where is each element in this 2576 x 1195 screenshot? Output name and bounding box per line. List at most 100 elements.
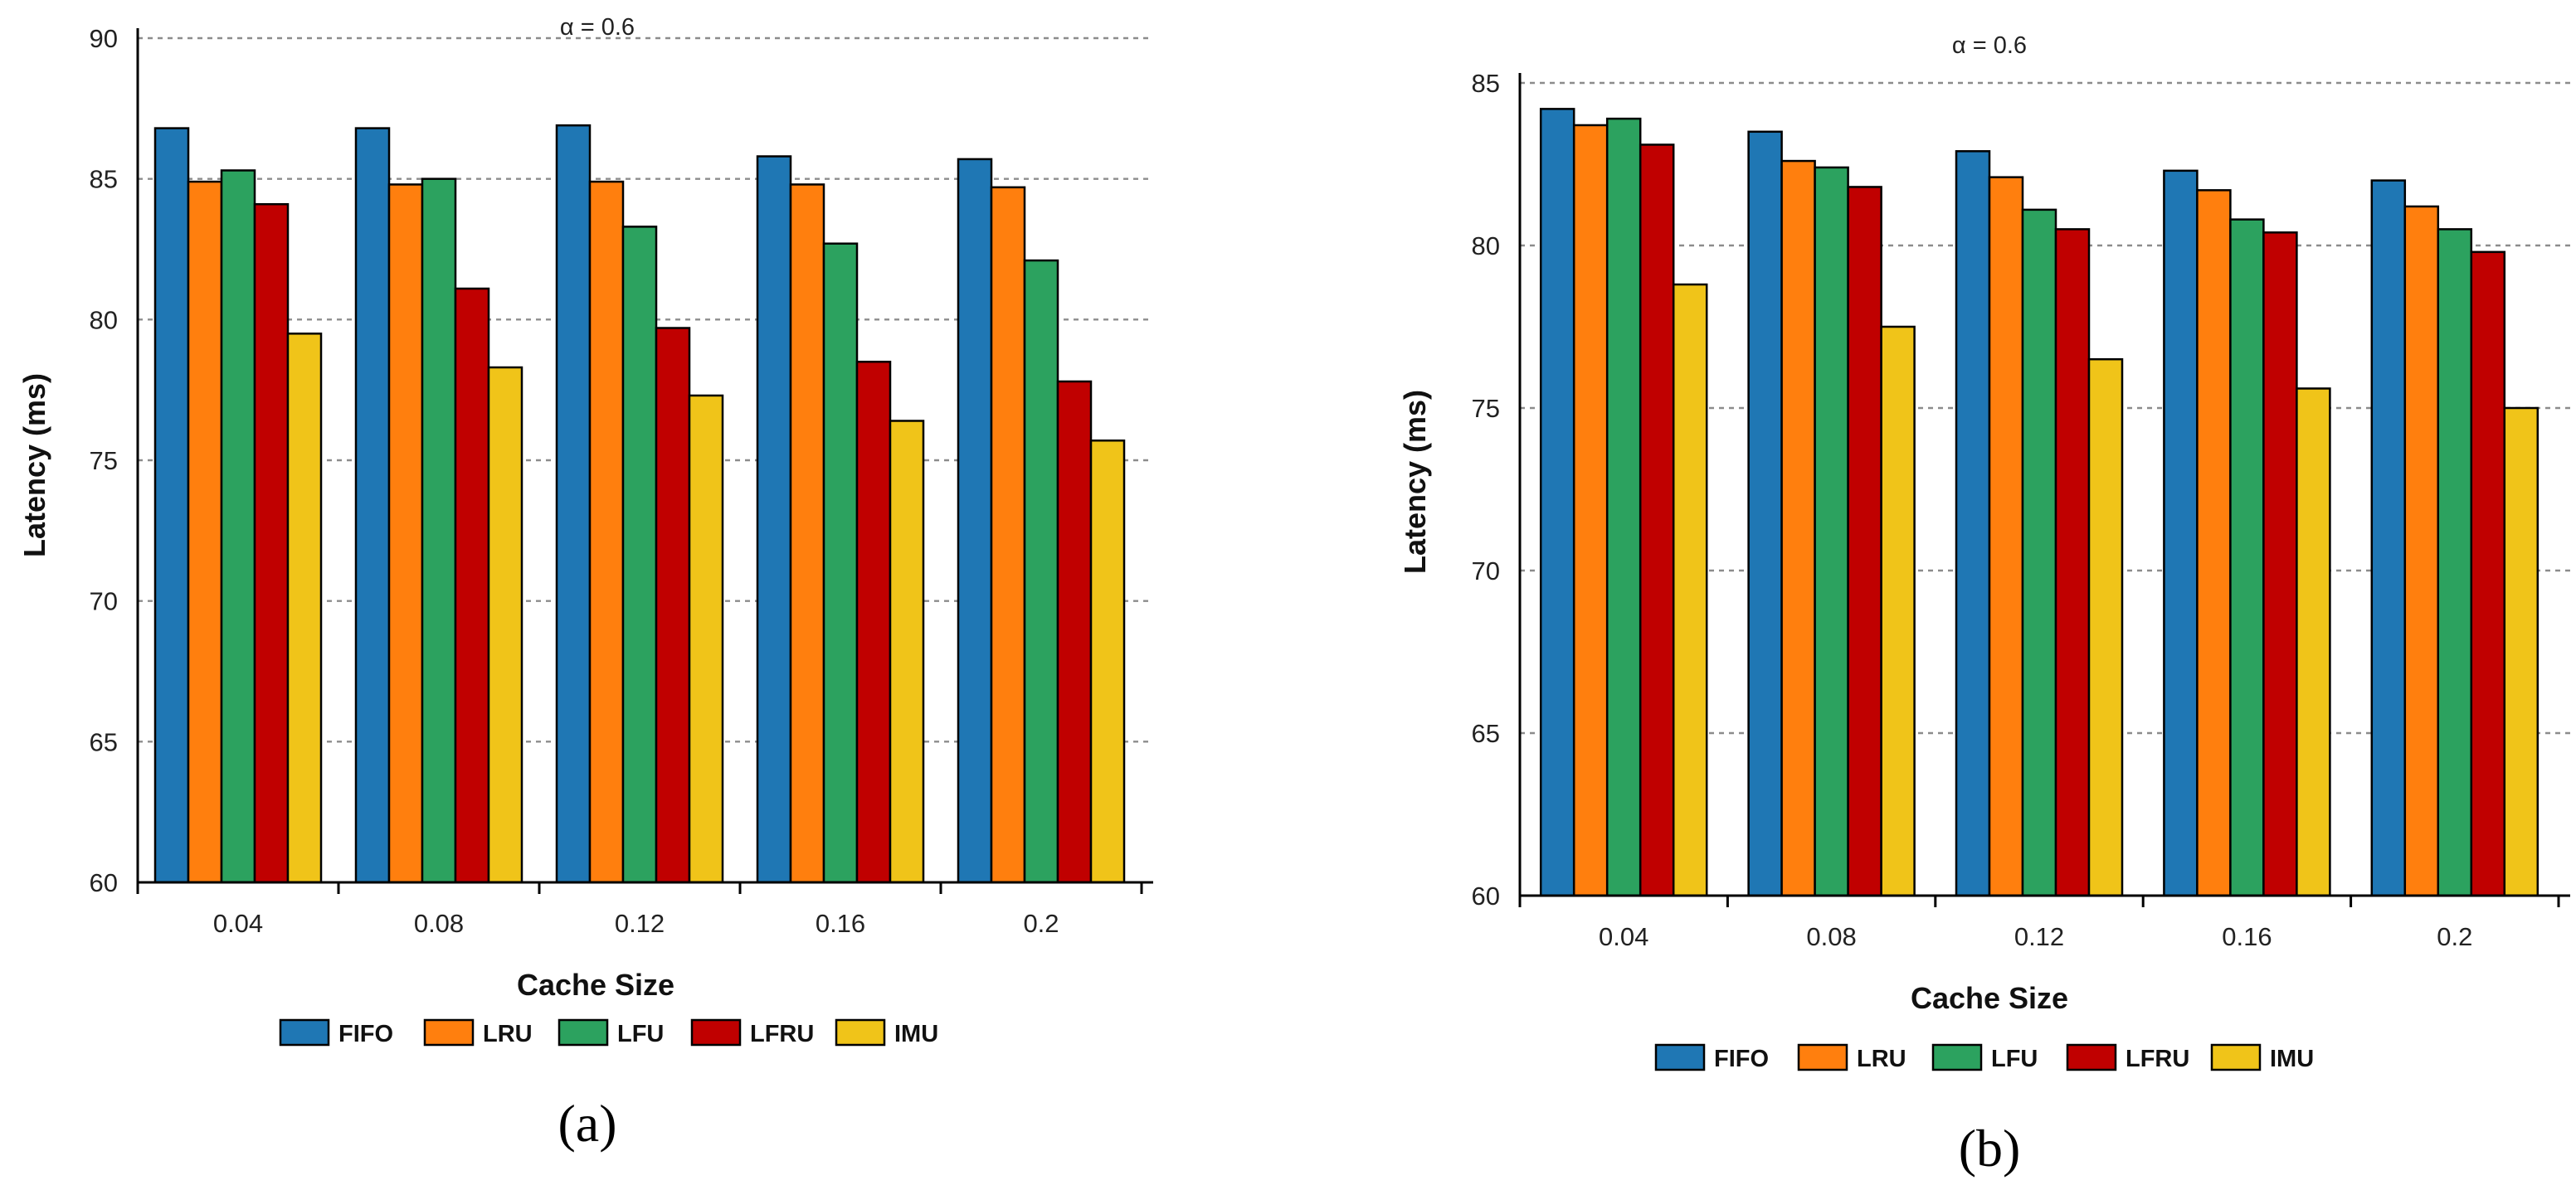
bar-lfru-0.12 [655,327,691,884]
legend: FIFO LRU LFU LFRU IMU [279,1018,938,1047]
bars [153,124,1126,884]
bar-lru-0.2 [990,186,1026,884]
panel-label: (b) [1959,1119,2021,1178]
legend-swatch-lfru [690,1018,742,1047]
y-tick-labels: 60 65 70 75 80 85 [1472,69,1500,911]
legend-label-imu: IMU [2270,1046,2314,1072]
bar-lfru-0.2 [1056,380,1093,884]
bar-lru-0.16 [789,183,825,884]
axes [1518,73,2570,907]
bar-lru-0.16 [2196,189,2232,897]
legend-label-lru: LRU [483,1021,533,1047]
bar-fifo-0.12 [1955,150,1991,897]
y-tick-label: 70 [90,587,118,616]
y-tick-label: 75 [1472,394,1500,423]
bar-fifo-0.12 [555,124,592,884]
x-axis-label: Cache Size [1911,981,2068,1015]
bar-imu-0.08 [1880,325,1916,897]
bars [1539,108,2539,897]
chart-title: α = 0.6 [1952,32,2027,59]
bar-imu-0.12 [688,394,724,884]
x-tick-label: 0.16 [2222,922,2272,951]
bar-lfu-0.2 [1023,259,1059,884]
bar-lfru-0.04 [253,202,290,884]
bar-lfru-0.16 [855,360,892,884]
bar-fifo-0.04 [153,127,190,884]
y-tick-label: 65 [1472,719,1500,748]
bar-lru-0.12 [588,180,625,884]
legend-label-lru: LRU [1857,1046,1906,1072]
legend-swatch-imu [2210,1043,2262,1071]
bar-imu-0.04 [286,333,323,884]
legend-swatch-lru [423,1018,475,1047]
bar-lfu-0.04 [220,169,256,884]
legend-swatch-lfu [1931,1043,1983,1071]
legend-swatch-imu [835,1018,886,1047]
bar-lfru-0.12 [2054,228,2091,897]
bar-lfru-0.08 [454,287,490,884]
y-tick-label: 85 [90,165,118,194]
legend-swatch-fifo [279,1018,330,1047]
x-tick-label: 0.2 [1023,909,1059,938]
legend-label-fifo: FIFO [1714,1046,1769,1072]
x-tick-label: 0.12 [2014,922,2064,951]
legend-label-fifo: FIFO [338,1021,393,1047]
bar-lru-0.08 [1780,159,1816,897]
bar-imu-0.2 [2503,406,2539,897]
x-tick-labels: 0.04 0.08 0.12 0.16 0.2 [213,909,1059,938]
bar-imu-0.16 [889,420,925,884]
bar-lfu-0.08 [1814,166,1849,897]
x-tick-label: 0.08 [414,909,464,938]
legend-label-lfru: LFRU [750,1021,814,1047]
bar-fifo-0.2 [957,158,993,884]
bar-lfru-0.08 [1847,186,1882,897]
bar-lru-0.12 [1988,176,2024,897]
legend-label-lfru: LFRU [2126,1046,2189,1072]
x-tick-label: 0.16 [816,909,865,938]
bar-lfu-0.16 [822,242,859,884]
x-tick-label: 0.04 [1599,922,1648,951]
bar-lfu-0.04 [1605,117,1642,897]
y-tick-label: 70 [1472,556,1500,585]
y-tick-label: 80 [90,305,118,334]
bar-lfu-0.12 [621,226,658,884]
bar-lfu-0.16 [2229,218,2265,897]
bar-lru-0.08 [387,183,424,884]
chart-title: α = 0.6 [560,14,635,41]
y-tick-label: 60 [1472,882,1500,911]
bar-fifo-0.16 [2163,169,2199,897]
legend-swatch-lfu [558,1018,609,1047]
y-tick-labels: 60 65 70 75 80 85 90 [90,24,118,897]
legend: FIFO LRU LFU LFRU IMU [1654,1043,2314,1072]
y-tick-label: 75 [90,446,118,475]
bar-fifo-0.08 [354,127,391,884]
x-tick-label: 0.04 [213,909,263,938]
legend-swatch-fifo [1654,1043,1706,1071]
y-axis-label: Latency (ms) [17,373,51,557]
bar-lfru-0.04 [1639,143,1675,897]
bar-lfu-0.08 [421,177,457,884]
bar-imu-0.16 [2296,387,2331,897]
bar-fifo-0.04 [1539,108,1575,897]
y-tick-label: 80 [1472,231,1500,260]
y-axis-label: Latency (ms) [1398,390,1432,574]
bar-fifo-0.2 [2370,179,2407,897]
chart-a: 60 65 70 75 80 85 90 0.04 0.08 0.12 0.16 0.2 α = 0… [17,14,1153,1153]
bar-lfu-0.2 [2437,228,2473,897]
y-tick-label: 60 [90,868,118,897]
x-tick-label: 0.08 [1806,922,1856,951]
bar-imu-0.04 [1672,283,1708,897]
legend-label-imu: IMU [894,1021,938,1047]
bar-lru-0.04 [187,180,223,884]
y-tick-label: 65 [90,727,118,756]
x-tick-label: 0.2 [2437,922,2472,951]
legend-swatch-lru [1797,1043,1848,1071]
bar-imu-0.12 [2087,357,2124,897]
bar-lfru-0.16 [2262,231,2298,897]
bar-lfru-0.2 [2470,250,2506,897]
legend-label-lfu: LFU [1991,1046,2038,1072]
x-tick-labels: 0.04 0.08 0.12 0.16 0.2 [1599,922,2472,951]
bar-lru-0.04 [1572,124,1609,897]
panel-label: (a) [558,1094,616,1153]
axes [136,28,1153,894]
